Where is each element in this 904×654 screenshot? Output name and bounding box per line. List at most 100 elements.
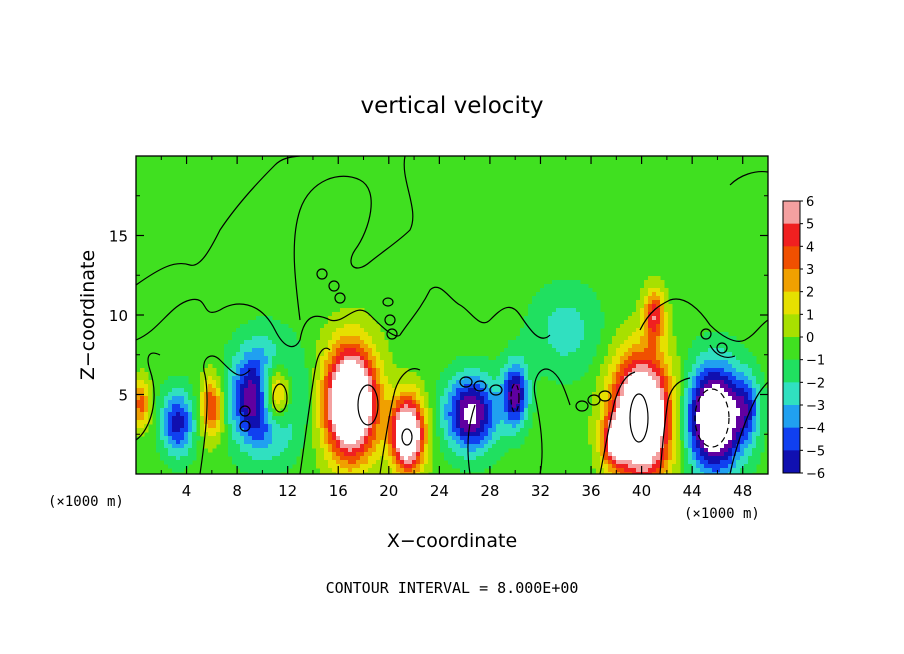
- field-cell: [252, 456, 257, 461]
- field-cell: [340, 372, 345, 377]
- field-cell: [736, 416, 741, 421]
- field-cell: [452, 432, 457, 437]
- field-cell: [380, 420, 385, 425]
- field-cell: [252, 372, 257, 377]
- field-cell: [272, 328, 277, 333]
- field-cell: [604, 424, 609, 429]
- field-cell: [276, 372, 281, 377]
- field-cell: [692, 452, 697, 457]
- field-cell: [652, 396, 657, 401]
- field-cell: [136, 420, 141, 425]
- field-cell: [632, 360, 637, 365]
- field-cell: [632, 416, 637, 421]
- y-axis-unit: (×1000 m): [48, 494, 124, 510]
- field-cell: [412, 460, 417, 465]
- field-cell: [304, 412, 309, 417]
- field-cell: [376, 436, 381, 441]
- field-cell: [720, 396, 725, 401]
- field-cell: [508, 380, 513, 385]
- field-cell: [332, 416, 337, 421]
- field-cell: [752, 376, 757, 381]
- field-cell: [644, 388, 649, 393]
- field-cell: [472, 368, 477, 373]
- field-cell: [160, 452, 165, 457]
- field-cell: [400, 444, 405, 449]
- field-cell: [168, 444, 173, 449]
- field-cell: [164, 436, 169, 441]
- field-cell: [300, 388, 305, 393]
- field-cell: [588, 320, 593, 325]
- field-cell: [740, 416, 745, 421]
- field-cell: [468, 380, 473, 385]
- field-cell: [604, 364, 609, 369]
- field-cell: [600, 424, 605, 429]
- field-cell: [364, 312, 369, 317]
- field-cell: [576, 348, 581, 353]
- field-cell: [360, 468, 365, 473]
- field-cell: [480, 380, 485, 385]
- field-cell: [644, 312, 649, 317]
- field-cell: [640, 452, 645, 457]
- field-cell: [276, 344, 281, 349]
- field-cell: [248, 400, 253, 405]
- field-cell: [500, 400, 505, 405]
- field-cell: [628, 352, 633, 357]
- field-cell: [372, 352, 377, 357]
- field-cell: [588, 344, 593, 349]
- field-cell: [660, 432, 665, 437]
- field-cell: [388, 436, 393, 441]
- field-cell: [236, 348, 241, 353]
- field-cell: [356, 372, 361, 377]
- field-cell: [540, 292, 545, 297]
- field-cell: [612, 348, 617, 353]
- field-cell: [400, 468, 405, 473]
- field-cell: [292, 396, 297, 401]
- field-cell: [360, 472, 365, 474]
- field-cell: [588, 288, 593, 293]
- field-cell: [276, 348, 281, 353]
- field-cell: [680, 436, 685, 441]
- field-cell: [264, 412, 269, 417]
- field-cell: [680, 424, 685, 429]
- field-cell: [264, 392, 269, 397]
- field-cell: [264, 360, 269, 365]
- field-cell: [528, 304, 533, 309]
- field-cell: [380, 472, 385, 474]
- field-cell: [460, 464, 465, 469]
- field-cell: [180, 420, 185, 425]
- field-cell: [300, 416, 305, 421]
- field-cell: [360, 460, 365, 465]
- field-cell: [620, 456, 625, 461]
- field-cell: [404, 372, 409, 377]
- field-cell: [244, 396, 249, 401]
- field-cell: [368, 404, 373, 409]
- field-cell: [168, 380, 173, 385]
- field-cell: [744, 376, 749, 381]
- field-cell: [376, 384, 381, 389]
- field-cell: [596, 412, 601, 417]
- field-cell: [380, 404, 385, 409]
- field-cell: [280, 388, 285, 393]
- field-cell: [328, 456, 333, 461]
- field-cell: [344, 348, 349, 353]
- field-cell: [568, 360, 573, 365]
- field-cell: [304, 404, 309, 409]
- field-cell: [560, 296, 565, 301]
- field-cell: [664, 436, 669, 441]
- field-cell: [272, 452, 277, 457]
- field-cell: [468, 460, 473, 465]
- field-cell: [484, 372, 489, 377]
- field-cell: [572, 328, 577, 333]
- field-cell: [728, 464, 733, 469]
- field-cell: [200, 400, 205, 405]
- field-cell: [552, 304, 557, 309]
- field-cell: [256, 320, 261, 325]
- field-cell: [340, 364, 345, 369]
- field-cell: [480, 384, 485, 389]
- field-cell: [232, 332, 237, 337]
- field-cell: [500, 360, 505, 365]
- field-cell: [344, 416, 349, 421]
- field-cell: [628, 432, 633, 437]
- field-cell: [672, 408, 677, 413]
- field-cell: [564, 320, 569, 325]
